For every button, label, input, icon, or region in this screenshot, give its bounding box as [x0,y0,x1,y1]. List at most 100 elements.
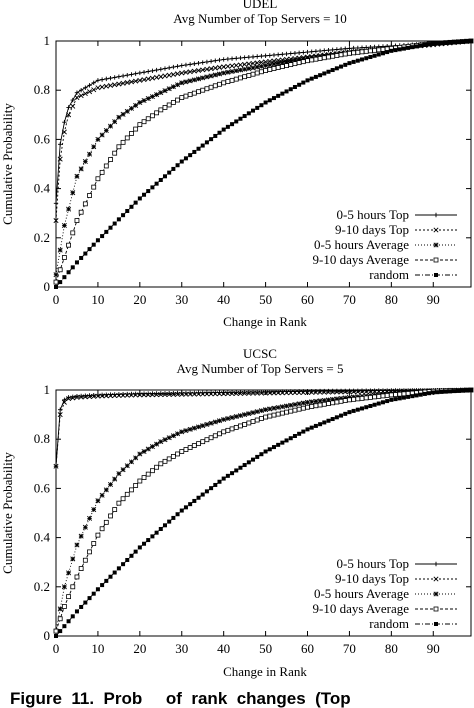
series-point [334,53,340,58]
series-point [330,68,335,73]
series-point [230,122,235,127]
series-point [326,69,331,74]
series-point [116,144,122,150]
series-point [380,388,386,393]
series-point [141,448,147,455]
series-point [304,399,311,405]
series-point [338,398,344,404]
series-point [145,471,151,477]
legend-marker [433,227,439,233]
series-point [284,438,289,443]
series-point [175,97,180,103]
series-point [208,59,214,64]
series-point [351,408,356,413]
series-point [137,70,143,76]
series-point [99,526,105,532]
series-point [192,498,197,503]
series-point [70,265,75,270]
series-point [162,392,168,398]
series-point [275,60,281,66]
series-point [322,420,327,425]
series-point [154,392,160,398]
series-point [452,389,457,394]
series-point [128,392,134,398]
series-point [196,76,202,82]
series-point [242,74,248,80]
series-point [200,143,205,148]
series-point [62,624,67,629]
series-point [237,62,243,68]
series-point [91,80,96,86]
series-point [183,156,188,161]
series-point [388,392,394,398]
series-point [326,418,331,423]
series-point [208,73,214,79]
x-axis-label: Change in Rank [223,314,307,329]
series-point [179,70,185,76]
series-point [217,431,222,437]
series-point [61,604,67,609]
series-point [62,397,67,403]
series-point [61,255,67,260]
series-point [372,388,378,394]
series-point [284,403,290,409]
y-axis-label: Cumulative Probability [0,452,15,574]
series-line [55,389,471,467]
series-point [83,600,88,605]
series-point [66,270,71,275]
series-point [250,60,256,66]
x-tick-label: 70 [343,641,356,656]
series-point [397,391,403,397]
series-point [200,75,206,81]
series-point [254,70,260,76]
series-point [279,64,285,69]
series-point [242,114,247,119]
series-point [95,498,101,504]
series-point [70,103,76,109]
series-point [250,419,256,424]
series-point [120,496,126,502]
series-point [137,99,143,106]
series-point [100,583,105,588]
series-point [229,426,235,432]
series-point [276,93,281,98]
series-point [242,463,247,468]
x-tick-label: 10 [91,292,104,307]
series-point [183,428,189,434]
y-tick-label: 0.4 [34,181,51,196]
series-point [124,491,130,497]
series-point [124,392,130,398]
series-point [229,77,235,83]
series-point [154,67,159,73]
series-point [397,47,402,52]
series-point [284,63,289,68]
series-point [212,433,218,439]
series-point [242,55,247,60]
series-point [112,82,118,88]
x-tick-label: 50 [259,641,272,656]
series-point [263,59,269,65]
series-point [158,107,164,113]
series-point [237,390,243,396]
series-point [196,60,201,66]
series-point [107,481,114,487]
series-point [347,61,352,66]
series-point [322,48,327,53]
series-point [183,447,189,452]
series-5 [54,39,473,289]
series-point [79,255,84,260]
legend-label: 9-10 days Top [335,571,409,586]
series-point [125,72,130,78]
series-point [87,549,92,555]
series-point [338,46,344,52]
series-point [330,417,335,422]
series-point [175,163,180,168]
series-point [107,393,114,399]
series-point [196,441,201,447]
series-point [158,439,164,445]
series-point [141,475,147,480]
series-point [288,390,294,396]
series-point [107,83,114,89]
chart-title: UDEL [243,0,278,11]
series-point [368,388,373,393]
